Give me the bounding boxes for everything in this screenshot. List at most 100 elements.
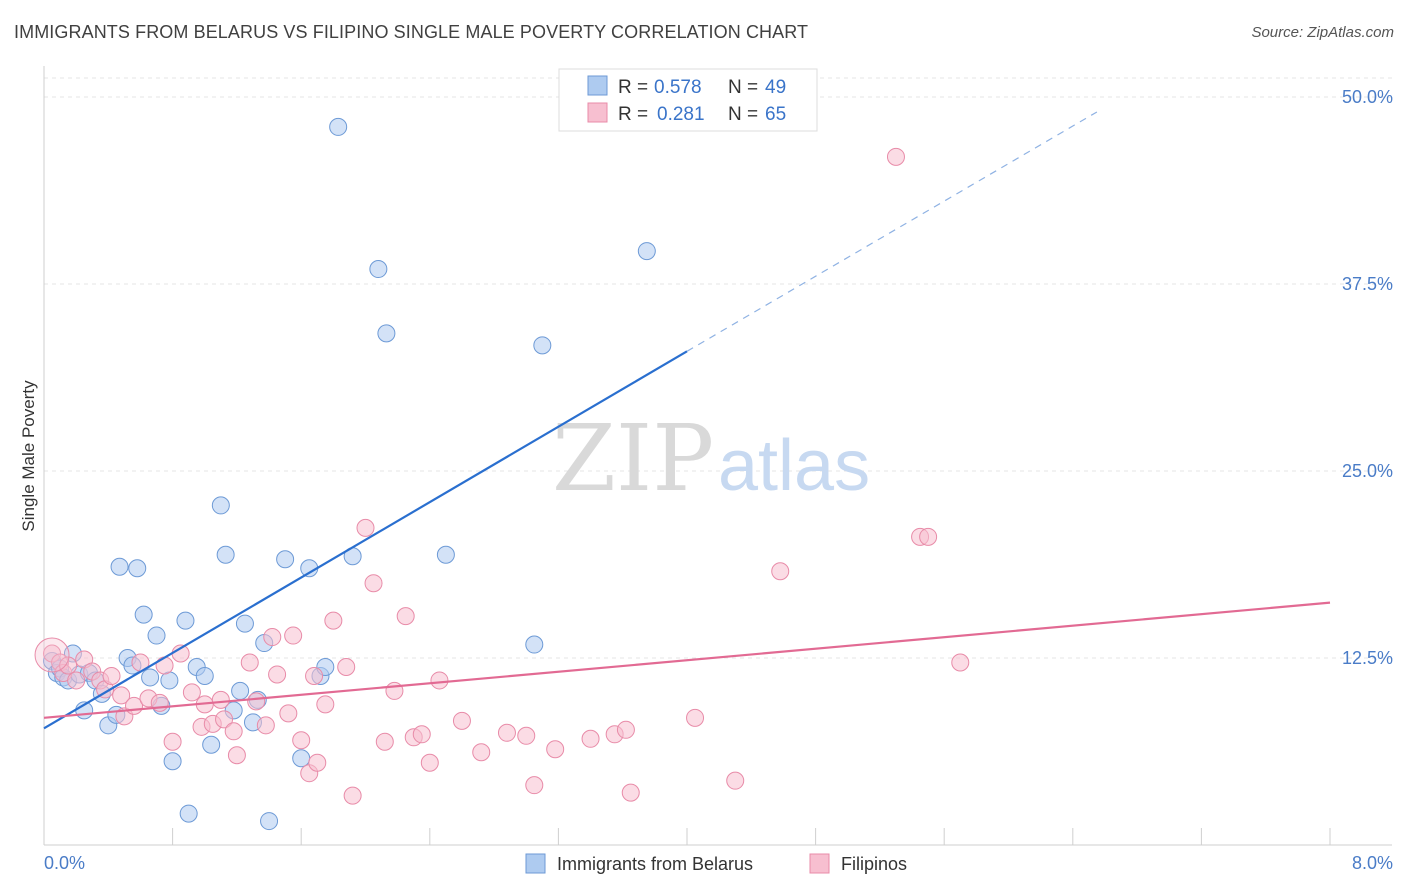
point-belarus: [235, 614, 254, 633]
point-filipinos: [324, 611, 343, 630]
legend: R = 0.578 N = 49 R = 0.281 N = 65: [558, 68, 818, 132]
point-belarus: [329, 117, 348, 136]
point-filipinos: [112, 686, 131, 705]
point-filipinos: [472, 743, 491, 762]
point-belarus: [292, 749, 311, 768]
point-filipinos: [211, 690, 230, 709]
point-belarus: [231, 681, 250, 700]
point-filipinos: [581, 729, 600, 748]
point-belarus: [195, 666, 214, 685]
legend-swatch-belarus: [587, 75, 608, 96]
bottom-legend: Immigrants from Belarus Filipinos: [525, 853, 907, 874]
point-filipinos: [517, 726, 536, 745]
point-filipinos: [67, 671, 86, 690]
chart-title: IMMIGRANTS FROM BELARUS VS FILIPINO SING…: [14, 22, 809, 42]
point-belarus: [369, 260, 388, 279]
trend-lines: [43, 111, 1331, 730]
point-filipinos: [375, 732, 394, 751]
point-filipinos: [224, 722, 243, 741]
trend-line-filipinos: [43, 601, 1331, 719]
trend-line-belarus: [43, 350, 688, 730]
point-filipinos: [364, 574, 383, 593]
point-filipinos: [525, 776, 544, 795]
point-belarus: [176, 611, 195, 630]
source-label: Source: ZipAtlas.com: [1251, 24, 1394, 41]
point-filipinos-cluster: [34, 637, 70, 673]
point-filipinos: [686, 708, 705, 727]
legend-n-value-1: 49: [765, 77, 786, 98]
point-belarus: [147, 626, 166, 645]
point-belarus: [134, 605, 153, 624]
point-filipinos: [452, 711, 471, 730]
point-filipinos: [430, 671, 449, 690]
point-filipinos: [343, 786, 362, 805]
point-filipinos: [227, 746, 246, 765]
point-belarus: [211, 496, 230, 515]
legend-r-value-1: 0.578: [654, 77, 702, 98]
point-filipinos: [412, 725, 431, 744]
legend-n-label-2: N =: [728, 104, 758, 125]
point-filipinos: [771, 562, 790, 581]
axes: [43, 66, 1392, 846]
point-belarus: [436, 545, 455, 564]
point-belarus: [216, 545, 235, 564]
point-belarus: [110, 557, 129, 576]
bottom-legend-label-belarus[interactable]: Immigrants from Belarus: [557, 854, 753, 874]
point-filipinos: [292, 731, 311, 750]
point-belarus: [525, 635, 544, 654]
point-belarus: [276, 550, 295, 569]
bottom-legend-label-filipinos[interactable]: Filipinos: [841, 854, 907, 874]
bottom-legend-swatch-belarus[interactable]: [525, 853, 546, 874]
watermark: ZIP atlas: [552, 405, 870, 512]
y-tick-label: 50.0%: [1342, 87, 1393, 107]
point-belarus: [141, 668, 160, 687]
point-belarus: [533, 336, 552, 355]
legend-r-label-2: R =: [618, 104, 648, 125]
point-filipinos: [396, 607, 415, 626]
point-filipinos: [279, 704, 298, 723]
point-filipinos: [886, 147, 905, 166]
point-filipinos: [59, 656, 78, 675]
point-filipinos: [546, 740, 565, 759]
point-belarus: [260, 812, 279, 831]
tick-labels: 12.5% 25.0% 37.5% 50.0% 0.0% 8.0%: [44, 87, 1393, 873]
legend-r-value-2: 0.281: [657, 104, 705, 125]
point-filipinos: [356, 518, 375, 537]
bottom-legend-swatch-filipinos[interactable]: [809, 853, 830, 874]
legend-r-label-1: R =: [618, 77, 648, 98]
point-belarus: [637, 242, 656, 261]
grid-lines: [44, 77, 1392, 659]
point-filipinos: [247, 692, 266, 711]
data-points: [34, 117, 970, 831]
y-tick-label: 37.5%: [1342, 274, 1393, 294]
point-filipinos: [155, 656, 174, 675]
point-filipinos: [268, 665, 287, 684]
point-filipinos: [163, 732, 182, 751]
x-tick-label: 0.0%: [44, 853, 85, 873]
point-filipinos: [951, 653, 970, 672]
y-axis-label: Single Male Poverty: [19, 380, 38, 532]
point-belarus: [202, 735, 221, 754]
point-filipinos: [337, 657, 356, 676]
point-belarus: [163, 752, 182, 771]
y-tick-label: 25.0%: [1342, 461, 1393, 481]
point-filipinos: [256, 716, 275, 735]
point-belarus: [160, 671, 179, 690]
point-belarus: [128, 559, 147, 578]
point-filipinos: [308, 753, 327, 772]
point-filipinos: [182, 683, 201, 702]
point-filipinos: [102, 666, 121, 685]
point-filipinos: [420, 753, 439, 772]
point-filipinos: [497, 723, 516, 742]
legend-n-value-2: 65: [765, 104, 786, 125]
point-filipinos: [305, 666, 324, 685]
y-tick-label: 12.5%: [1342, 648, 1393, 668]
legend-swatch-filipinos: [587, 102, 608, 123]
point-filipinos: [240, 653, 259, 672]
point-filipinos: [284, 626, 303, 645]
watermark-zip: ZIP: [552, 405, 714, 512]
point-filipinos: [919, 527, 938, 546]
watermark-atlas: atlas: [718, 426, 870, 506]
point-filipinos: [616, 720, 635, 739]
